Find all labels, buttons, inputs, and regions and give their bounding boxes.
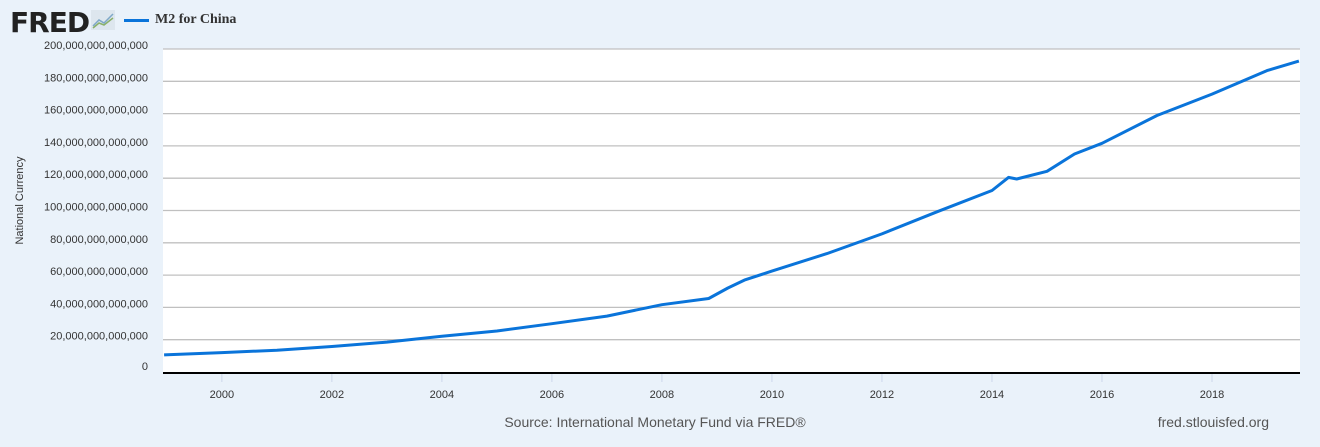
y-tick-label: 80,000,000,000,000: [50, 234, 148, 246]
y-tick-label: 100,000,000,000,000: [44, 202, 148, 214]
x-tick-label: 2008: [650, 389, 674, 401]
x-tick-label: 2012: [870, 389, 894, 401]
y-tick-label: 140,000,000,000,000: [44, 137, 148, 149]
x-tick-label: 2006: [540, 389, 564, 401]
y-axis-label: National Currency: [14, 156, 26, 245]
y-tick-label: 200,000,000,000,000: [44, 40, 148, 52]
x-tick-label: 2018: [1200, 389, 1224, 401]
y-tick-label: 20,000,000,000,000: [50, 331, 148, 343]
site-link[interactable]: fred.stlouisfed.org: [1157, 414, 1269, 430]
fred-logo: FRED: [10, 6, 90, 39]
legend: M2 for China: [124, 12, 236, 28]
x-tick-label: 2014: [980, 389, 1004, 401]
legend-label: M2 for China: [155, 12, 237, 27]
y-tick-label: 180,000,000,000,000: [44, 72, 148, 84]
series-line: [164, 59, 1300, 357]
legend-swatch: [124, 18, 149, 22]
logo-chart-icon: [91, 10, 115, 30]
x-tick-label: 2004: [430, 389, 454, 401]
x-tick-label: 2002: [320, 389, 344, 401]
x-tick-label: 2000: [210, 389, 234, 401]
y-tick-label: 60,000,000,000,000: [50, 266, 148, 278]
y-tick-label: 0: [142, 361, 148, 373]
y-tick-label: 120,000,000,000,000: [44, 169, 148, 181]
y-tick-label: 160,000,000,000,000: [44, 105, 148, 117]
x-tick-label: 2016: [1090, 389, 1114, 401]
y-tick-label: 40,000,000,000,000: [50, 298, 148, 310]
source-note: Source: International Monetary Fund via …: [504, 414, 806, 430]
x-tick-label: 2010: [760, 389, 784, 401]
